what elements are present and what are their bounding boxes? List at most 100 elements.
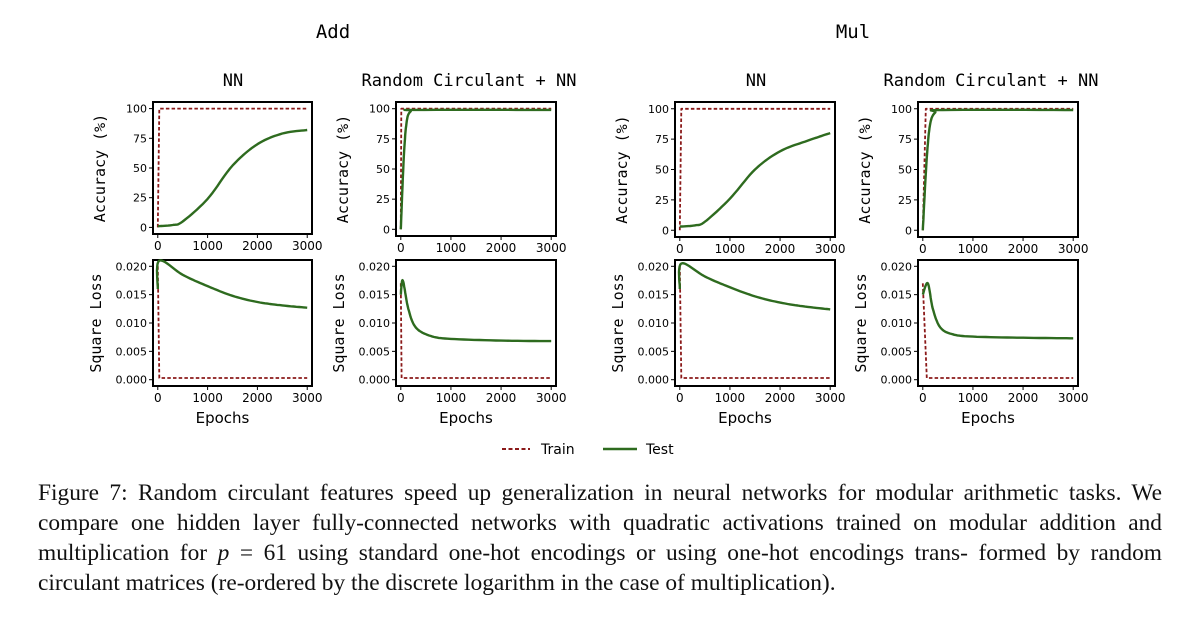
y-tick-label: 0.015 xyxy=(116,289,148,302)
figure: Add Mul NN Random Circulant + NN NN Rand… xyxy=(87,21,1098,458)
y-tick-label: 100 xyxy=(648,103,669,116)
y-tick-label: 0 xyxy=(905,224,912,237)
x-tick-label: 3000 xyxy=(1058,242,1089,256)
series-train-line xyxy=(678,107,831,231)
y-tick-label: 0.020 xyxy=(638,260,670,273)
plot-frame xyxy=(152,259,313,387)
y-tick-label: 0.000 xyxy=(359,374,391,387)
x-axis-label: Epochs xyxy=(961,409,1015,427)
y-tick-label: 25 xyxy=(655,194,669,207)
x-tick-label: 1000 xyxy=(958,391,989,405)
plot-frame xyxy=(674,259,836,387)
x-tick-label: 1000 xyxy=(715,391,746,405)
x-tick-label: 3000 xyxy=(292,239,323,253)
legend-train-label: Train xyxy=(540,442,575,458)
y-tick-label: 0 xyxy=(662,224,669,237)
x-tick-label: 0 xyxy=(676,242,684,256)
y-tick-label: 0.015 xyxy=(359,289,391,302)
x-tick-label: 3000 xyxy=(536,241,567,255)
y-tick-label: 100 xyxy=(891,103,912,116)
y-tick-label: 50 xyxy=(133,162,147,175)
y-axis-label: Accuracy (%) xyxy=(334,115,352,223)
y-tick-label: 0.005 xyxy=(359,345,391,358)
caption-line-3b: = 61 using standard one-hot encodings or… xyxy=(229,540,968,566)
x-tick-label: 3000 xyxy=(815,391,846,405)
x-tick-label: 2000 xyxy=(242,239,273,253)
y-tick-label: 0.000 xyxy=(116,374,148,387)
series-train-line xyxy=(399,107,552,230)
caption-variable-p: p xyxy=(217,540,230,566)
y-axis-label: Square Loss xyxy=(609,273,627,372)
series-test-line xyxy=(399,279,552,343)
x-tick-label: 2000 xyxy=(1008,391,1039,405)
y-tick-label: 0.000 xyxy=(881,374,913,387)
y-tick-label: 50 xyxy=(376,163,390,176)
y-tick-label: 75 xyxy=(655,133,669,146)
series-test-line xyxy=(677,262,831,311)
legend-test-label: Test xyxy=(645,442,674,458)
subplot-7: 0.000 0.005 0.010 0.015 0.020 0 1000 2000 3000 Sq… xyxy=(609,259,846,427)
y-tick-label: 0 xyxy=(140,221,147,234)
series-test-line xyxy=(921,108,1074,231)
y-tick-label: 0.010 xyxy=(359,317,391,330)
y-tick-label: 0.005 xyxy=(638,345,670,358)
y-tick-label: 75 xyxy=(898,133,912,146)
x-tick-label: 3000 xyxy=(292,391,323,405)
series-train-line xyxy=(678,266,831,379)
y-tick-label: 0.005 xyxy=(116,345,148,358)
x-tick-label: 2000 xyxy=(1008,242,1039,256)
x-tick-label: 0 xyxy=(676,391,684,405)
y-axis-label: Accuracy (%) xyxy=(613,115,631,223)
x-tick-label: 1000 xyxy=(192,239,223,253)
plot-frame xyxy=(395,101,557,237)
y-tick-label: 0.010 xyxy=(638,317,670,330)
y-axis-label: Square Loss xyxy=(87,273,105,372)
y-tick-label: 0.015 xyxy=(638,289,670,302)
x-axis-label: Epochs xyxy=(718,409,772,427)
panel-title-mul-nn: NN xyxy=(746,71,766,91)
x-tick-label: 0 xyxy=(397,241,405,255)
subplot-3: 0.000 0.005 0.010 0.015 0.020 0 1000 2000 3000 Sq… xyxy=(87,259,323,427)
series-train-line xyxy=(399,283,552,379)
group-title-mul: Mul xyxy=(836,21,870,43)
x-axis-label: Epochs xyxy=(439,409,493,427)
x-tick-label: 3000 xyxy=(536,391,567,405)
y-tick-label: 25 xyxy=(133,192,147,205)
figure-caption: Figure 7: Random circulant features spee… xyxy=(38,478,1162,598)
y-tick-label: 0.015 xyxy=(881,289,913,302)
caption-line-4: formed by random circulant matrices (re-… xyxy=(38,540,1162,596)
series-train-line xyxy=(921,107,1074,231)
x-tick-label: 3000 xyxy=(815,242,846,256)
y-tick-label: 75 xyxy=(133,132,147,145)
series-test-line xyxy=(921,281,1074,340)
x-tick-label: 2000 xyxy=(242,391,273,405)
y-tick-label: 0.010 xyxy=(881,317,913,330)
x-tick-label: 2000 xyxy=(765,242,796,256)
caption-line-2: tasks. We compare one hidden layer fully… xyxy=(38,480,1162,536)
x-tick-label: 0 xyxy=(919,242,927,256)
series-test-line xyxy=(155,259,308,309)
x-tick-label: 1000 xyxy=(436,391,467,405)
caption-line-3a: addition and multiplication for xyxy=(38,510,1162,566)
subplot-8: 0.000 0.005 0.010 0.015 0.020 0 1000 2000 3000 Sq… xyxy=(852,259,1088,427)
y-tick-label: 25 xyxy=(898,194,912,207)
y-tick-label: 0.020 xyxy=(881,260,913,273)
y-axis-label: Accuracy (%) xyxy=(856,115,874,223)
plot-frame xyxy=(917,101,1079,238)
y-tick-label: 0.010 xyxy=(116,317,148,330)
series-test-line xyxy=(157,128,308,228)
plot-frame xyxy=(152,101,313,235)
x-tick-label: 1000 xyxy=(715,242,746,256)
y-tick-label: 50 xyxy=(655,164,669,177)
series-test-line xyxy=(679,131,831,228)
y-tick-label: 75 xyxy=(376,133,390,146)
panel-title-add-nn: NN xyxy=(223,71,243,91)
y-tick-label: 0 xyxy=(383,223,390,236)
group-title-add: Add xyxy=(316,21,350,43)
plot-frame xyxy=(917,259,1079,387)
series-train-line xyxy=(921,283,1074,379)
y-tick-label: 100 xyxy=(126,103,147,116)
